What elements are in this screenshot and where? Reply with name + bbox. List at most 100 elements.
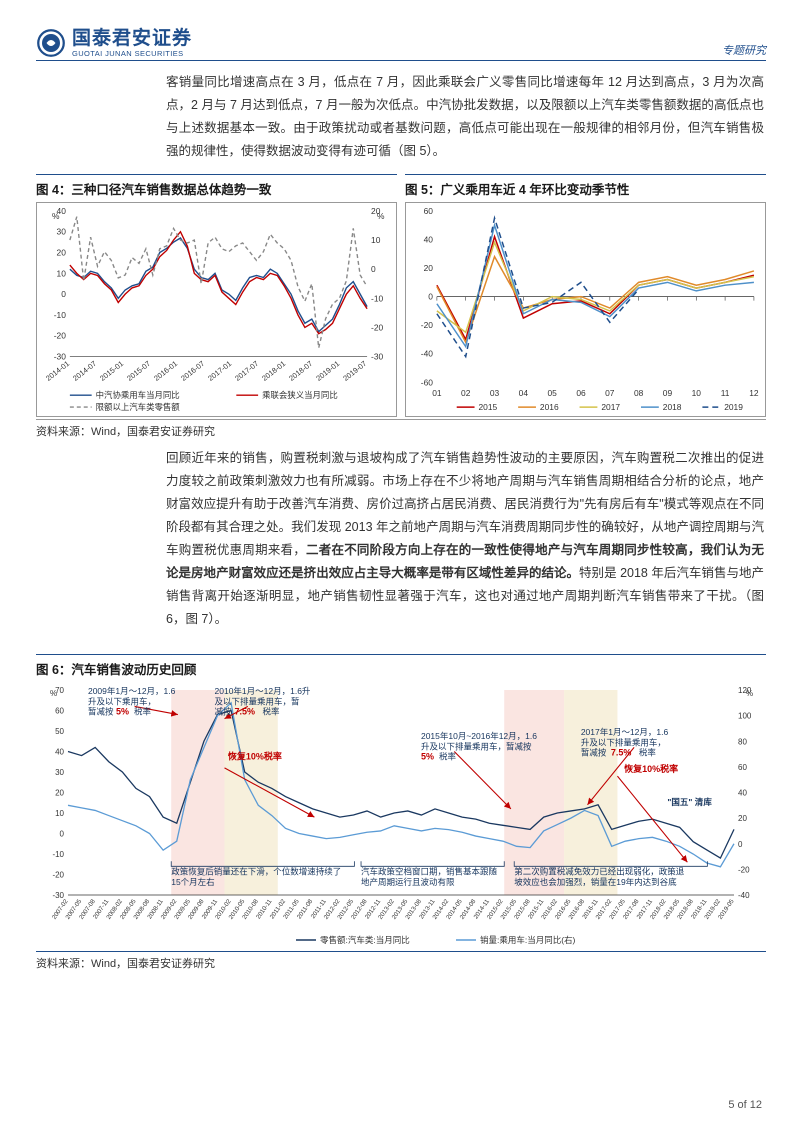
svg-text:升及以下排量乘用车，暂减按: 升及以下排量乘用车，暂减按: [421, 741, 532, 751]
svg-text:-10: -10: [371, 293, 383, 303]
svg-text:06: 06: [576, 388, 586, 398]
svg-text:税率: 税率: [639, 747, 657, 757]
svg-text:0: 0: [61, 289, 66, 299]
svg-text:中汽协乘用车当月同比: 中汽协乘用车当月同比: [96, 390, 180, 400]
svg-text:税率: 税率: [439, 751, 457, 761]
svg-text:50: 50: [55, 727, 64, 736]
svg-text:恢复10%税率: 恢复10%税率: [228, 750, 282, 761]
svg-text:10: 10: [692, 388, 702, 398]
page-header: 国泰君安证券 GUOTAI JUNAN SECURITIES 专题研究: [36, 28, 766, 61]
svg-text:60: 60: [55, 706, 64, 715]
svg-text:2015年10月~2016年12月，1.6: 2015年10月~2016年12月，1.6: [421, 731, 537, 741]
svg-text:暂减按: 暂减按: [581, 747, 607, 757]
svg-text:2018: 2018: [663, 402, 682, 412]
svg-text:-60: -60: [421, 377, 433, 387]
source-line-1: 资料来源：Wind，国泰君安证券研究: [36, 419, 766, 439]
svg-text:2014-07: 2014-07: [71, 358, 98, 382]
svg-text:升及以下乘用车，: 升及以下乘用车，: [88, 696, 156, 706]
svg-text:第二次购置税减免效力已经出现弱化，政策退: 第二次购置税减免效力已经出现弱化，政策退: [514, 866, 685, 876]
logo-block: 国泰君安证券 GUOTAI JUNAN SECURITIES: [36, 28, 192, 58]
source-line-2: 资料来源：Wind，国泰君安证券研究: [36, 951, 766, 971]
svg-text:恢复10%税率: 恢复10%税率: [624, 763, 678, 774]
svg-text:07: 07: [605, 388, 615, 398]
svg-text:60: 60: [738, 762, 747, 771]
svg-text:11: 11: [721, 388, 730, 398]
svg-text:地产周期运行且波动有限: 地产周期运行且波动有限: [361, 876, 455, 886]
svg-text:税率: 税率: [134, 706, 152, 716]
svg-text:%: %: [377, 210, 385, 220]
svg-text:零售额:汽车类:当月同比: 零售额:汽车类:当月同比: [320, 935, 410, 945]
svg-text:-40: -40: [421, 348, 433, 358]
svg-text:-30: -30: [371, 351, 383, 361]
svg-text:40: 40: [424, 234, 434, 244]
svg-text:2019: 2019: [724, 402, 743, 412]
svg-text:-10: -10: [52, 850, 64, 859]
svg-text:2017: 2017: [601, 402, 620, 412]
svg-text:2015-07: 2015-07: [125, 358, 152, 382]
svg-text:5%: 5%: [421, 751, 434, 761]
svg-text:0: 0: [428, 291, 433, 301]
svg-text:-10: -10: [54, 309, 66, 319]
fig6-title: 图 6：汽车销售波动历史回顾: [36, 654, 766, 678]
svg-text:政策恢复后销量还在下滑，个位数增速持续了: 政策恢复后销量还在下滑，个位数增速持续了: [171, 866, 341, 876]
svg-text:暂减按: 暂减按: [88, 706, 114, 716]
svg-text:2015-01: 2015-01: [98, 358, 125, 382]
svg-text:0: 0: [371, 264, 376, 274]
svg-text:%: %: [50, 689, 57, 698]
svg-text:2018-07: 2018-07: [287, 358, 314, 382]
svg-text:2016-07: 2016-07: [179, 358, 206, 382]
svg-text:100: 100: [738, 711, 752, 720]
svg-text:"国五" 清库: "国五" 清库: [667, 796, 712, 806]
doc-type-label: 专题研究: [722, 42, 766, 58]
svg-text:10: 10: [371, 235, 381, 245]
svg-text:7.5%: 7.5%: [235, 706, 256, 716]
svg-text:%: %: [746, 689, 753, 698]
svg-text:升及以下排量乘用车，: 升及以下排量乘用车，: [581, 737, 666, 747]
svg-text:2017-07: 2017-07: [233, 358, 260, 382]
svg-text:2018-01: 2018-01: [260, 358, 287, 382]
paragraph-2: 回顾近年来的销售，购置税刺激与退坡构成了汽车销售趋势性波动的主要原因，汽车购置税…: [166, 447, 764, 632]
fig4-chart: -30-20-10010203040-30-20-1001020%%2014-0…: [36, 202, 397, 417]
page-number: 5 of 12: [728, 1099, 762, 1111]
svg-text:2014-01: 2014-01: [44, 358, 71, 382]
svg-text:-20: -20: [52, 870, 64, 879]
svg-text:2017-01: 2017-01: [206, 358, 233, 382]
fig6-chart: -30-20-10010203040506070-40-200204060801…: [36, 682, 766, 947]
fig4-title: 图 4：三种口径汽车销售数据总体趋势一致: [36, 174, 397, 198]
svg-text:05: 05: [547, 388, 557, 398]
svg-text:2016: 2016: [540, 402, 559, 412]
svg-text:02: 02: [461, 388, 471, 398]
svg-text:20: 20: [738, 814, 747, 823]
svg-text:7.5%: 7.5%: [611, 747, 632, 757]
svg-text:20: 20: [424, 263, 434, 273]
svg-text:税率: 税率: [263, 706, 281, 716]
svg-text:-40: -40: [738, 891, 750, 900]
svg-text:-20: -20: [738, 865, 750, 874]
svg-text:2010年1月～12月，1.6升: 2010年1月～12月，1.6升: [215, 686, 311, 696]
svg-text:0: 0: [738, 839, 743, 848]
svg-text:-20: -20: [371, 322, 383, 332]
svg-text:01: 01: [432, 388, 442, 398]
svg-text:04: 04: [519, 388, 529, 398]
svg-text:30: 30: [55, 768, 64, 777]
svg-text:10: 10: [55, 809, 64, 818]
svg-text:40: 40: [55, 747, 64, 756]
svg-text:限额以上汽车类零售额: 限额以上汽车类零售额: [96, 402, 181, 412]
svg-text:60: 60: [424, 205, 434, 215]
svg-text:0: 0: [60, 829, 65, 838]
svg-text:20: 20: [57, 247, 67, 257]
svg-text:-20: -20: [421, 320, 433, 330]
svg-text:40: 40: [738, 788, 747, 797]
svg-text:2019-07: 2019-07: [341, 358, 368, 382]
svg-text:2009年1月～12月，1.6: 2009年1月～12月，1.6: [88, 686, 176, 696]
paragraph-1: 客销量同比增速高点在 3 月，低点在 7 月，因此乘联会广义零售同比增速每年 1…: [166, 71, 764, 164]
svg-text:及以下排量乘用车，暂: 及以下排量乘用车，暂: [215, 696, 301, 706]
svg-text:销量:乘用车:当月同比(右): 销量:乘用车:当月同比(右): [480, 935, 576, 945]
svg-text:03: 03: [490, 388, 500, 398]
svg-text:09: 09: [663, 388, 673, 398]
svg-text:坡效应也会加强烈，销量在19年内达到谷底: 坡效应也会加强烈，销量在19年内达到谷底: [514, 876, 677, 886]
svg-text:2015: 2015: [479, 402, 498, 412]
figure-row-4-5: 图 4：三种口径汽车销售数据总体趋势一致 -30-20-10010203040-…: [36, 174, 766, 417]
svg-text:12: 12: [749, 388, 759, 398]
logo-text-cn: 国泰君安证券: [72, 29, 192, 48]
